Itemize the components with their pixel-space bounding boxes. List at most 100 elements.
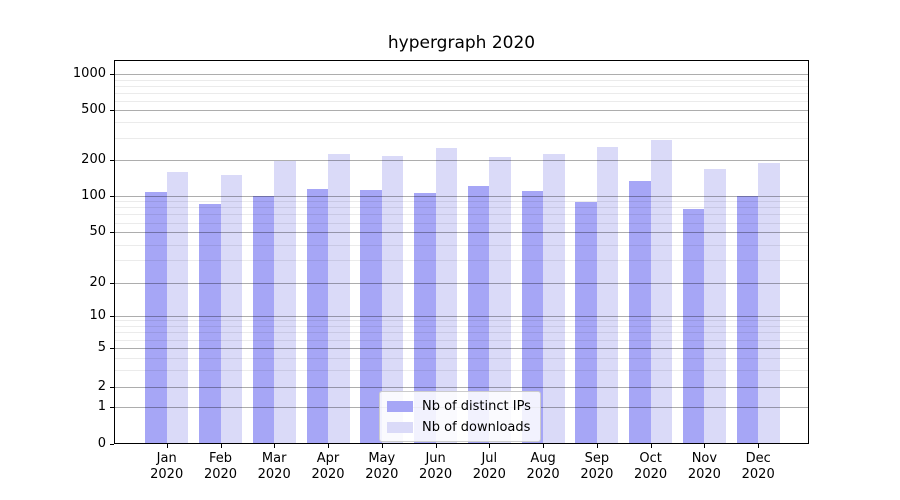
bar-ips-jun xyxy=(414,192,436,444)
x-tick xyxy=(328,444,329,448)
gridline-minor xyxy=(114,79,809,81)
y-tick-label: 200 xyxy=(81,152,106,168)
bar-ips-nov xyxy=(682,208,705,444)
x-tick xyxy=(381,444,383,448)
x-tick-label: May 2020 xyxy=(365,451,399,482)
gridline-minor xyxy=(114,222,809,224)
y-tick-label: 20 xyxy=(89,274,106,290)
x-tick xyxy=(596,444,598,448)
bar-ips-may xyxy=(360,189,382,444)
gridline-minor xyxy=(114,85,809,87)
x-tick xyxy=(704,444,706,448)
y-tick xyxy=(110,316,114,317)
gridline-minor xyxy=(114,339,809,341)
y-tick xyxy=(110,387,114,388)
y-tick xyxy=(110,232,114,233)
y-tick-label: 1000 xyxy=(72,66,106,81)
x-tick xyxy=(274,444,276,448)
x-tick-label: Jun 2020 xyxy=(419,451,453,482)
x-tick xyxy=(543,444,545,448)
gridline-minor xyxy=(114,357,809,359)
gridline-minor xyxy=(114,100,809,102)
bar-ips-sep xyxy=(575,202,597,444)
legend-label-downloads: Nb of downloads xyxy=(422,419,531,435)
bar-downloads-jun xyxy=(435,147,458,444)
x-tick-label: Dec 2020 xyxy=(741,451,775,482)
x-tick xyxy=(489,444,491,448)
gridline-minor xyxy=(114,369,809,371)
legend-item-downloads: Nb of downloads xyxy=(387,418,531,436)
y-tick-label: 1 xyxy=(97,399,106,414)
y-tick xyxy=(110,407,114,408)
gridline-minor xyxy=(114,122,809,124)
bar-downloads-sep xyxy=(596,146,619,444)
x-tick-label: Oct 2020 xyxy=(634,451,668,482)
legend-swatch-downloads xyxy=(387,421,413,433)
bar-downloads-dec xyxy=(758,163,780,444)
gridline-minor xyxy=(114,326,809,327)
x-tick xyxy=(166,444,168,448)
bar-ips-mar xyxy=(252,195,275,444)
y-tick-label: 0 xyxy=(97,435,106,451)
gridline-major xyxy=(114,74,809,75)
legend-item-ips: Nb of distinct IPs xyxy=(387,397,531,415)
gridline-major xyxy=(114,387,809,388)
plot-area xyxy=(114,60,809,444)
y-tick-label: 100 xyxy=(81,187,106,203)
x-tick-label: Jul 2020 xyxy=(472,451,506,482)
bar-downloads-apr xyxy=(328,153,350,444)
gridline-major xyxy=(114,282,809,284)
y-tick xyxy=(110,160,114,161)
bar-ips-oct xyxy=(629,181,651,444)
bar-downloads-mar xyxy=(274,161,296,444)
y-tick-label: 10 xyxy=(89,307,106,323)
y-tick-label: 500 xyxy=(81,102,106,118)
gridline-major xyxy=(114,348,809,349)
gridline-major xyxy=(114,160,809,162)
legend-label-ips: Nb of distinct IPs xyxy=(422,398,531,414)
y-tick-label: 5 xyxy=(97,340,106,355)
y-tick xyxy=(110,110,114,111)
gridline-major xyxy=(114,110,809,112)
x-tick xyxy=(650,444,652,448)
x-tick-label: Mar 2020 xyxy=(257,451,291,482)
chart-title: hypergraph 2020 xyxy=(387,33,536,53)
gridline-minor xyxy=(114,332,809,334)
gridline-minor xyxy=(114,138,809,140)
x-tick xyxy=(220,444,222,448)
x-tick-label: Apr 2020 xyxy=(311,451,345,482)
bar-downloads-jul xyxy=(489,157,511,444)
x-tick-label: Jan 2020 xyxy=(150,451,184,482)
bar-downloads-oct xyxy=(650,139,673,444)
gridline-minor xyxy=(114,207,809,209)
bar-downloads-aug xyxy=(543,154,565,444)
y-tick xyxy=(110,283,114,284)
gridline-major xyxy=(114,315,809,317)
gridline-minor xyxy=(114,92,809,94)
y-tick xyxy=(110,444,114,445)
bar-ips-apr xyxy=(306,189,328,444)
legend: Nb of distinct IPs Nb of downloads xyxy=(379,391,541,442)
bar-ips-jul xyxy=(467,186,490,444)
x-tick-label: Feb 2020 xyxy=(203,451,238,482)
legend-swatch-ips xyxy=(387,400,413,412)
gridline-major xyxy=(114,195,809,197)
bar-downloads-feb xyxy=(220,175,242,444)
x-tick xyxy=(435,444,437,448)
bar-downloads-nov xyxy=(704,169,726,444)
bar-ips-aug xyxy=(521,190,544,444)
x-tick-label: Sep 2020 xyxy=(580,451,614,482)
bar-ips-dec xyxy=(736,196,759,444)
bar-downloads-jan xyxy=(166,171,189,444)
bar-ips-feb xyxy=(199,203,221,444)
x-tick xyxy=(758,444,760,448)
x-tick-label: Aug 2020 xyxy=(526,451,560,482)
bar-downloads-may xyxy=(381,155,404,444)
gridline-minor xyxy=(114,214,809,216)
gridline-major xyxy=(114,232,809,234)
gridline-minor xyxy=(114,260,809,262)
gridline-minor xyxy=(114,244,809,246)
bar-ips-jan xyxy=(145,192,167,444)
y-tick xyxy=(110,348,114,349)
